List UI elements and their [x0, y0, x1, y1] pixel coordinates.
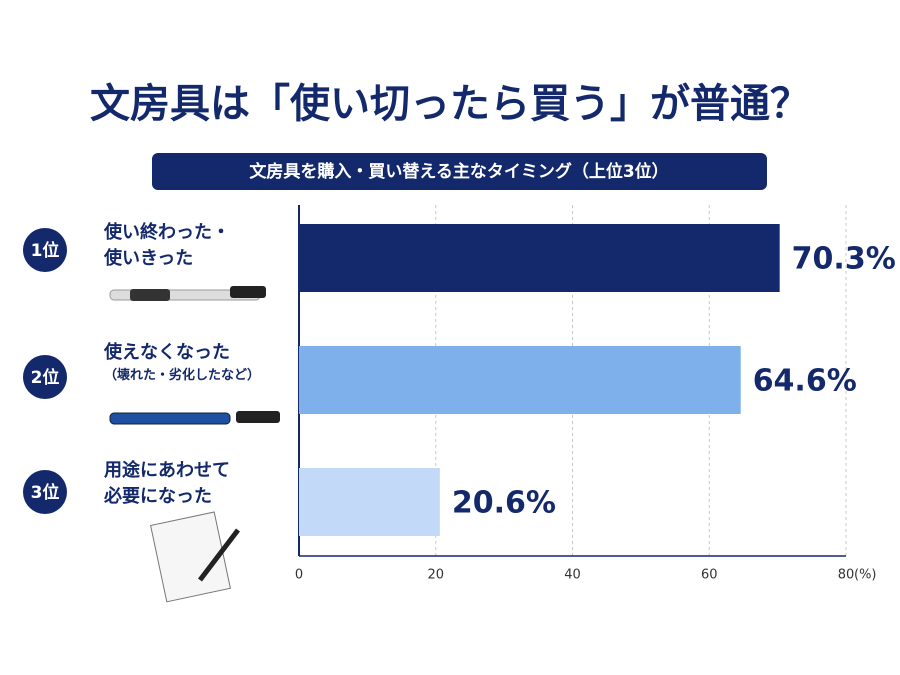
rank-label: 3位 [31, 482, 60, 503]
x-tick-label: 20 [427, 568, 444, 583]
rank-badge [23, 470, 67, 514]
rank-label: 1位 [31, 240, 60, 261]
category-text: 使い終わった・ 使いきった [104, 222, 230, 269]
x-tick-label: 40 [564, 568, 581, 583]
value-label: 70.3% [792, 242, 896, 277]
bar [299, 468, 440, 536]
pen-icon [109, 286, 280, 603]
category-label: 用途にあわせて 必要になった [104, 458, 230, 510]
x-axis-label: (%) [854, 568, 877, 583]
bar [299, 224, 780, 292]
rank-label: 2位 [31, 367, 60, 388]
bar [299, 346, 741, 414]
chart-title: 文房具は「使い切ったら買う」が普通？ [90, 81, 810, 127]
x-tick-label: 80 [838, 568, 855, 583]
value-label: 20.6% [452, 486, 556, 521]
category-label: 使えなくなった （壊れた・劣化したなど） [104, 340, 260, 386]
category-text: 用途にあわせて 必要になった [104, 460, 230, 507]
category-note: （壊れた・劣化したなど） [104, 368, 261, 383]
value-label: 64.6% [753, 364, 857, 399]
subtitle: 文房具を購入・買い替える主なタイミング（上位3位） [249, 161, 668, 182]
x-tick-label: 0 [295, 568, 303, 583]
rank-badge [23, 355, 67, 399]
x-tick-label: 60 [701, 568, 718, 583]
rank-badge [23, 228, 67, 272]
category-text: 使えなくなった [104, 342, 230, 363]
subtitle-box [152, 153, 767, 190]
category-label: 使い終わった・ 使いきった [104, 220, 230, 272]
